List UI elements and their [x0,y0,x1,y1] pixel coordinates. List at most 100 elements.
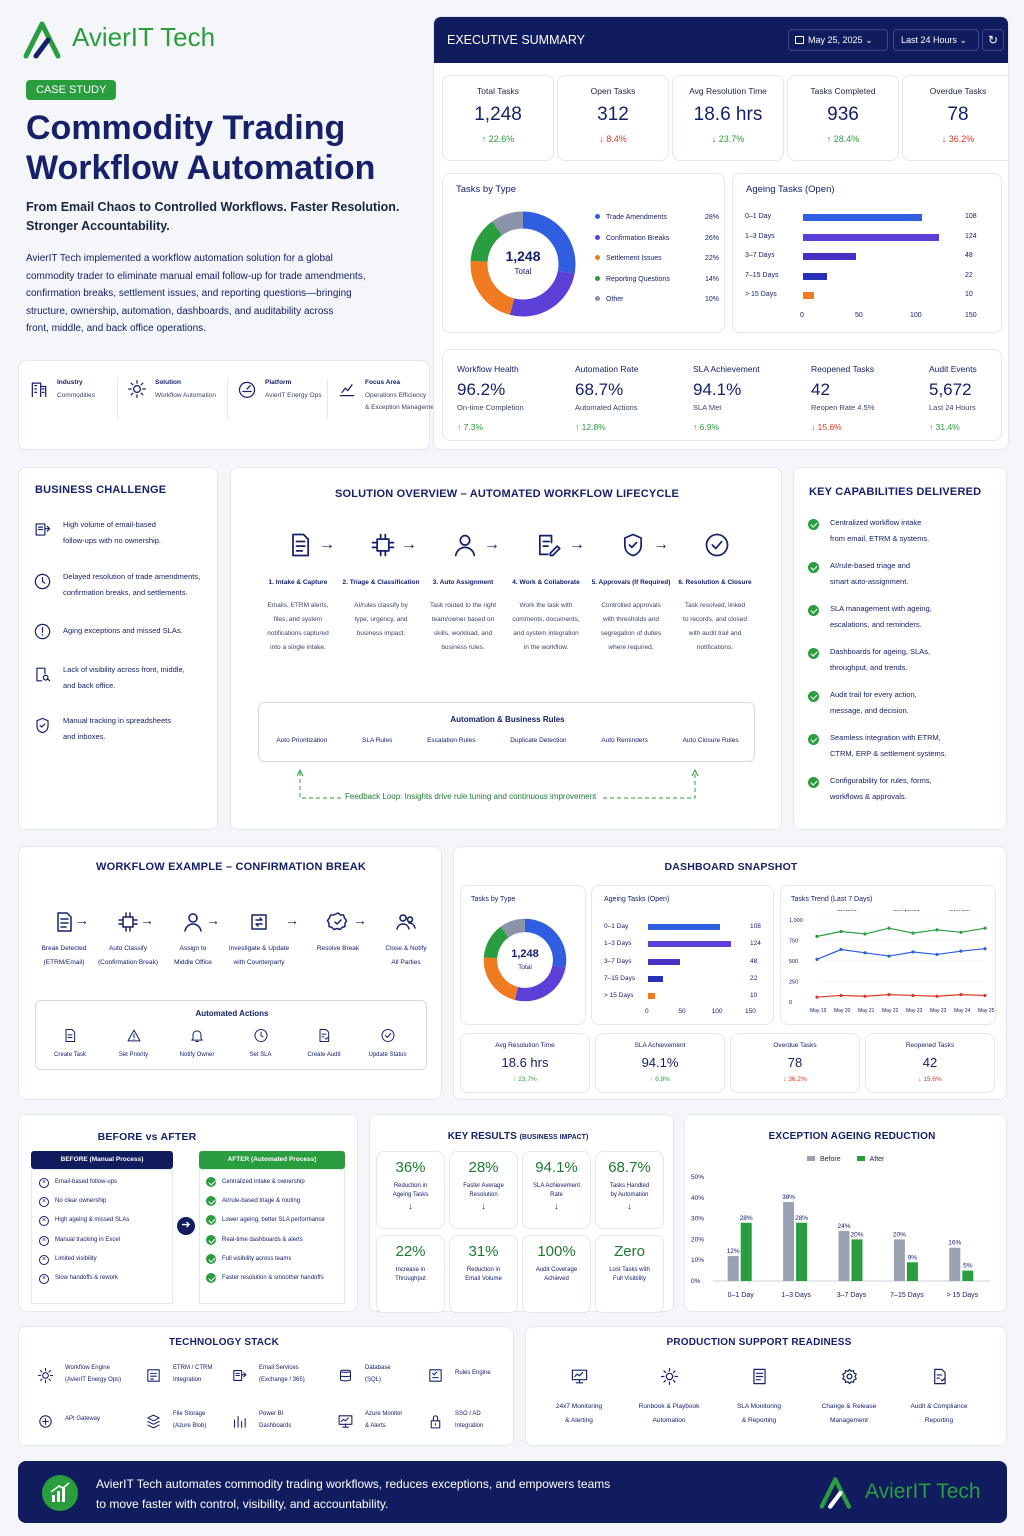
hero-body-line: confirmation breaks, settlement issues, … [26,288,352,299]
before-text: Slow handoffs & rework [55,1275,118,1281]
clock-icon [33,572,52,591]
trend-legend-label: Completed [893,910,920,913]
kpi-change-value: 23.7% [718,134,745,144]
ageing-value: 108 [750,923,761,930]
snapshot-kpi-label: Avg Resolution Time [495,1042,555,1049]
cylinder-icon [337,1367,354,1384]
tech-item: Rules Engine [427,1365,527,1395]
fact-value: AvierIT Energy Ops [265,392,322,399]
trend-x-tick: May 23 [930,1008,947,1014]
donut-slice [483,926,509,959]
capability-text: Configurability for rules, forms, [830,776,932,785]
tech-label: (Azure Blob) [173,1423,207,1429]
step-name: 1. Intake & Capture [268,579,328,586]
capability-item: AI/rule-based triage and smart auto-assig… [808,561,998,595]
donut-slice [509,270,575,317]
result-tile: 100% Audit Coverage Achieved [522,1235,591,1313]
capability-text: SLA management with ageing, [830,604,932,613]
lock-icon [427,1413,444,1430]
trend-line-chart: Created Completed Overdue 0 250 500 750 1,000 Ma… [789,910,995,1014]
health-change: ↓ 15.6% [811,422,921,432]
snapshot-kpi-label: Overdue Tasks [773,1042,817,1049]
reduction-bar [893,1239,905,1281]
challenge-item: Manual tracking in spreadsheets and inbox… [33,716,213,752]
ageing-label: > 15 Days [604,992,634,1000]
capability-item: Seamless integration with ETRM, CTRM, ERP… [808,733,998,767]
production-support-card: PRODUCTION SUPPORT READINESS 24x7 Monito… [525,1326,1007,1446]
rule-chip: Auto Prioritization [276,737,328,744]
capability-text: escalations, and reminders. [830,620,922,629]
executive-summary-panel: EXECUTIVE SUMMARY May 25, 2025 ⌄ Last 24… [433,16,1009,450]
lifecycle-step: 3. Auto Assignment Task routed to the rig… [413,530,513,670]
reduction-x-tick: > 15 Days [946,1292,978,1299]
clock-icon [253,1027,269,1044]
trend-point [815,995,819,999]
capability-text: message, and decision. [830,706,909,715]
lifecycle-step: 6. Resolution & Closure Task resolved, li… [665,530,765,670]
tech-label: Power BI [259,1411,284,1417]
example-step-name: Auto Classify [109,945,147,952]
capability-text: Audit trail for every action, [830,690,917,699]
edit-icon [534,530,562,560]
arrow-up-icon: ↑ [457,422,464,432]
challenge-text: Aging exceptions and missed SLAs. [63,626,183,635]
rules-icon [427,1367,444,1384]
health-value: 5,672 [929,380,972,399]
health-card: Workflow Health 96.2% On-time Completion ↑ … [442,349,1002,441]
snapshot-title: DASHBOARD SNAPSHOT [664,861,798,873]
reduction-bar-label: 16% [948,1240,961,1247]
ageing-tick: 100 [910,312,922,319]
capabilities-title: KEY CAPABILITIES DELIVERED [809,486,982,498]
fact-label: Solution [155,379,181,386]
result-label: Rate [550,1192,563,1198]
rule-chip: Auto Closure Rules [682,737,739,744]
trend-point [911,931,915,935]
health-label: Reopened Tasks [811,364,875,374]
check-icon [206,1196,216,1207]
support-label: 24x7 Monitoring [555,1403,603,1410]
monitor-icon [337,1413,354,1430]
result-tile: 36% Reduction in Ageing Tasks ↓ [376,1151,445,1229]
example-step: Break Detected (ETRM/Email) → [27,905,101,975]
result-label: by Automation [610,1192,649,1198]
range-select[interactable]: Last 24 Hours ⌄ [893,29,979,51]
reduction-x-tick: 1–3 Days [781,1292,811,1299]
health-metric: SLA Achievement 94.1% SLA Met ↑ 6.9% [693,364,803,434]
x-icon: × [39,1178,49,1188]
check-icon [206,1234,216,1245]
reduction-y-tick: 0% [691,1278,701,1285]
health-change-value: 6.9% [699,422,719,432]
x-icon: × [39,1274,49,1284]
before-list-box [31,1169,173,1304]
step-desc: with thresholds and [602,616,659,623]
arrow-up-icon: ↑ [826,134,834,144]
ageing-tick: 50 [855,312,863,319]
arrow-right-icon: → [140,912,154,928]
reduction-bar-label: 28% [740,1215,753,1222]
rule-chip: SLA Rules [362,737,393,744]
snapshot-kpi-value: 42 [922,1055,938,1070]
result-label: Email Volume [465,1276,502,1282]
check-icon [206,1253,216,1264]
example-step-name: with Counterparty [233,959,285,966]
ageing-bar [803,233,940,241]
kpi-value: 936 [827,104,859,125]
result-value: 31% [468,1243,499,1260]
arrow-right-icon: → [206,912,220,928]
health-change: ↑ 6.9% [693,422,803,432]
donut-total-value: 1,248 [505,248,541,264]
trend-y-tick: 0 [789,1000,792,1006]
tech-item: API Gateway [37,1411,137,1441]
facts-card: Industry Commodities Solution Workflow Auto… [18,360,439,450]
before-item: × Email-based follow-ups [39,1178,169,1192]
refresh-button[interactable]: ↻ [982,29,1004,51]
tech-item: Database (SQL) [337,1365,437,1395]
date-picker[interactable]: May 25, 2025 ⌄ [788,29,888,51]
after-text: Faster resolution & smoother handoffs [222,1275,324,1281]
support-label: Change & Release [821,1403,877,1410]
file-icon [62,1027,78,1044]
legend-label: Reporting Questions [606,275,670,283]
automated-action: Create Audit [294,1027,354,1067]
kpi-change: ↑ 22.6% [443,134,553,144]
capability-item: Configurability for rules, forms, workflo… [808,776,998,810]
